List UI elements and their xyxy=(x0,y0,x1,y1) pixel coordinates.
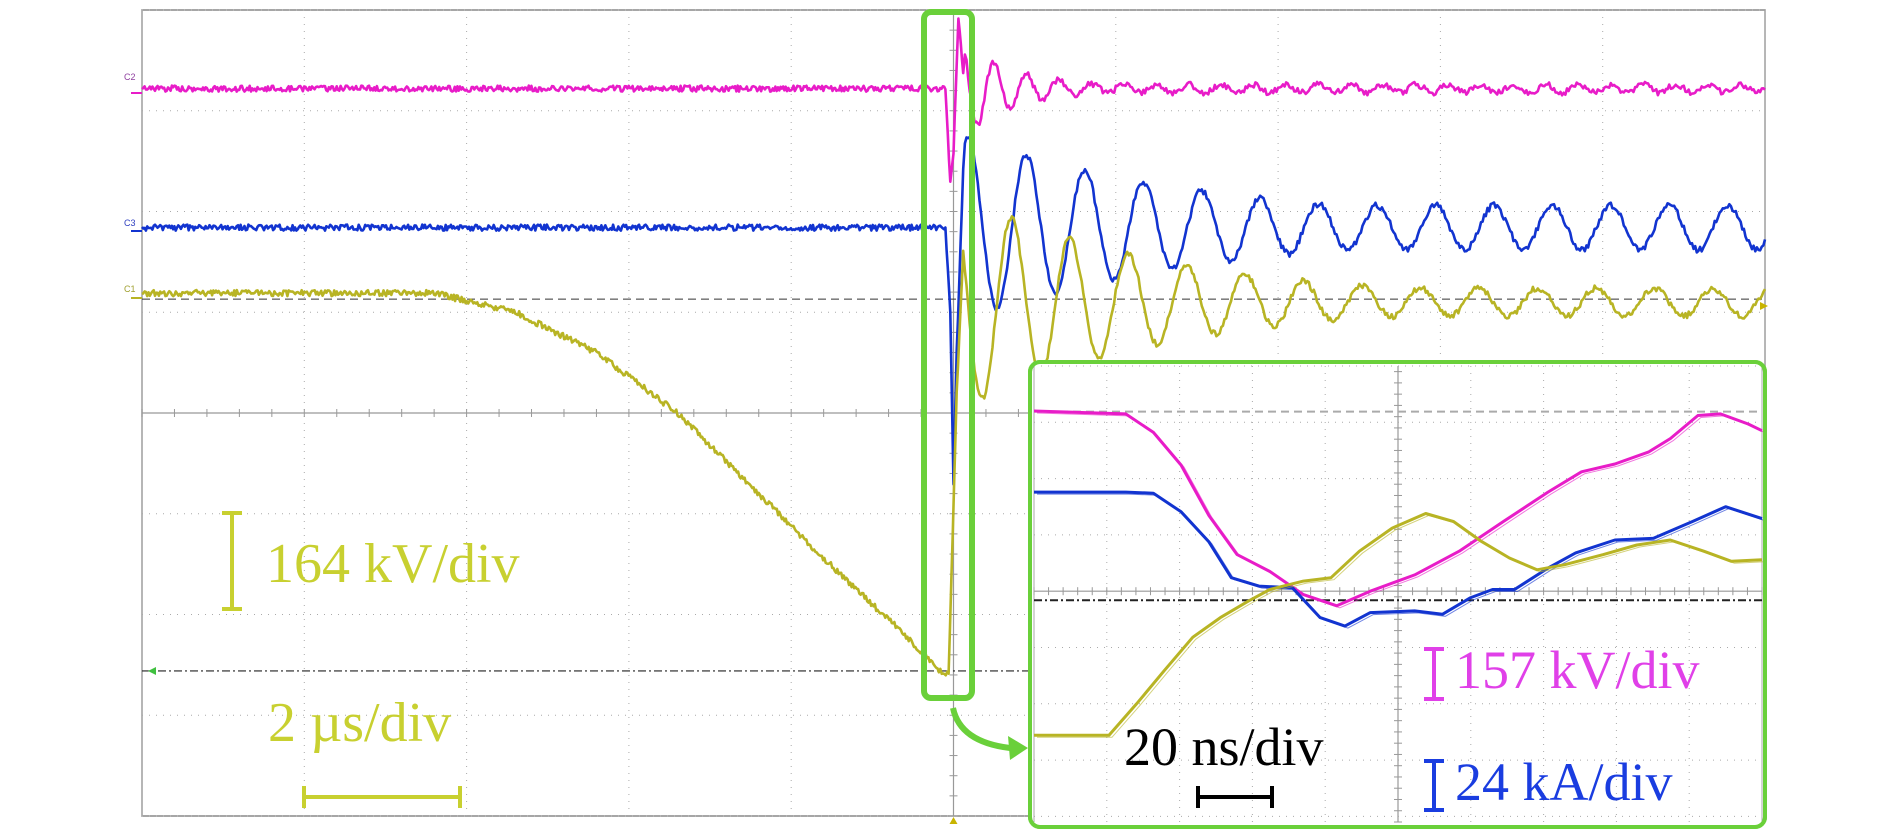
ch3-scale-label: 24 kA/div xyxy=(1455,755,1673,809)
inset-time-scale-label: 20 ns/div xyxy=(1124,720,1324,774)
channel-label-c3: C3 xyxy=(124,218,136,228)
channel-label-c2: C2 xyxy=(124,72,136,82)
time-scale-label: 2 µs/div xyxy=(268,695,451,751)
ch1-scale-label: 164 kV/div xyxy=(266,536,520,592)
channel-label-c1: C1 xyxy=(124,284,136,294)
trigger-marker-icon xyxy=(950,817,958,824)
ch2-scale-label: 157 kV/div xyxy=(1455,643,1700,697)
